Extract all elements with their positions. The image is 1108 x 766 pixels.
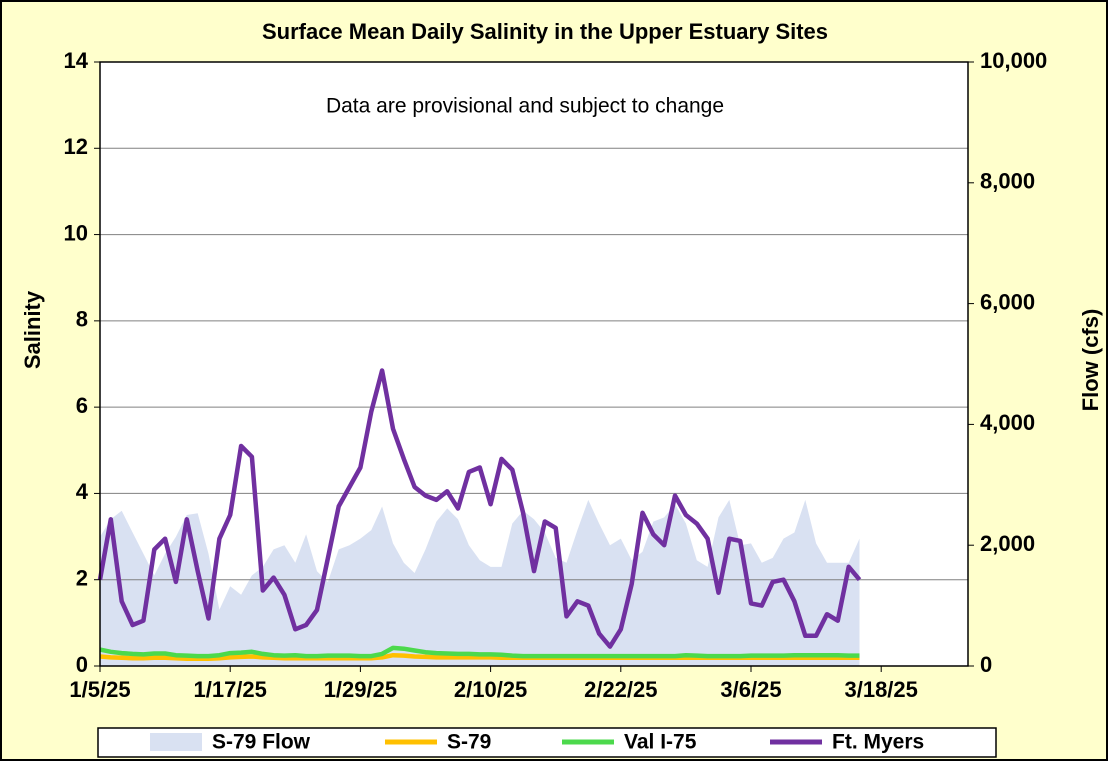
y2-tick-label: 8,000	[980, 169, 1035, 194]
annotation: Data are provisional and subject to chan…	[326, 95, 724, 118]
y-tick-label: 6	[76, 393, 88, 418]
y-tick-label: 0	[76, 652, 88, 677]
legend-label: S-79 Flow	[212, 731, 311, 754]
y-axis-title: Salinity	[20, 290, 45, 369]
x-tick-label: 2/10/25	[454, 677, 527, 702]
x-tick-label: 1/29/25	[324, 677, 397, 702]
y2-tick-label: 2,000	[980, 531, 1035, 556]
y2-axis-title: Flow (cfs)	[1078, 309, 1103, 412]
y-tick-label: 4	[76, 479, 89, 504]
x-tick-label: 1/17/25	[193, 677, 266, 702]
line	[97, 368, 862, 649]
y2-tick-label: 0	[980, 652, 992, 677]
area	[100, 499, 860, 666]
x-tick-label: 2/22/25	[584, 677, 657, 702]
y2-tick-label: 10,000	[980, 48, 1047, 73]
y2-tick-label: 6,000	[980, 289, 1035, 314]
y2-tick-label: 4,000	[980, 410, 1035, 435]
y-tick-label: 14	[64, 48, 89, 73]
legend-label: Val I-75	[624, 731, 697, 754]
line	[99, 645, 860, 659]
y-tick-label: 12	[64, 134, 88, 159]
y-tick-label: 8	[76, 307, 88, 332]
y-tick-label: 10	[64, 220, 88, 245]
legend-swatch	[150, 733, 202, 751]
y-tick-label: 2	[76, 566, 88, 591]
plot-content	[97, 61, 968, 667]
x-tick-label: 3/6/25	[720, 677, 781, 702]
legend-label: Ft. Myers	[832, 731, 924, 754]
x-tick-label: 3/18/25	[844, 677, 917, 702]
legend	[97, 727, 997, 758]
chart-title: Surface Mean Daily Salinity in the Upper…	[262, 19, 828, 44]
plot-frame	[99, 61, 969, 667]
x-tick-label: 1/5/25	[69, 677, 130, 702]
legend-label: S-79	[447, 731, 491, 754]
